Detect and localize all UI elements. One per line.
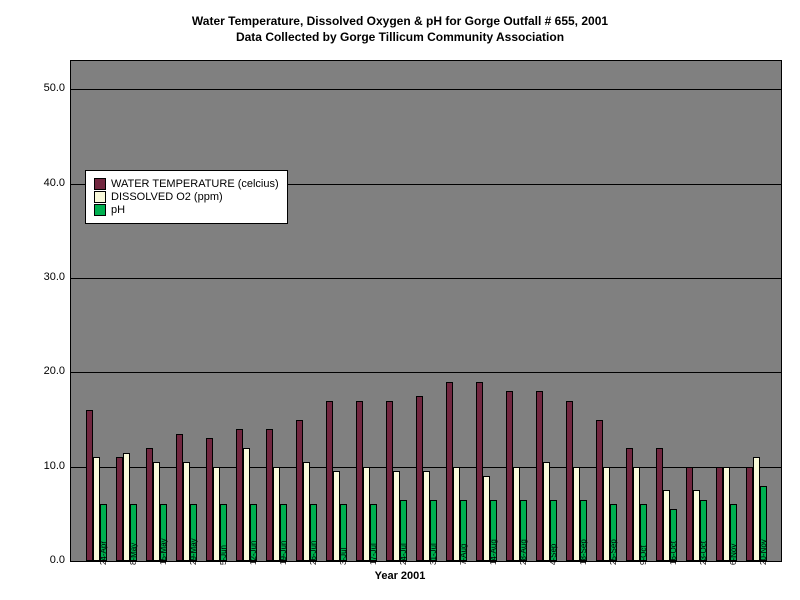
x-tick-label: 15-May — [159, 538, 168, 565]
bar — [536, 391, 543, 561]
bar — [86, 410, 93, 561]
legend-swatch — [94, 191, 106, 203]
bar — [506, 391, 513, 561]
y-tick-label: 20.0 — [44, 365, 65, 377]
bar — [416, 396, 423, 561]
legend-label: DISSOLVED O2 (ppm) — [111, 191, 223, 203]
x-tick-label: 28-Aug — [519, 539, 528, 565]
legend-item: WATER TEMPERATURE (celcius) — [94, 178, 279, 190]
x-tick-label: 25-Sep — [609, 539, 618, 565]
bar — [716, 467, 723, 561]
bar — [266, 429, 273, 561]
x-tick-label: 23-Oct — [699, 541, 708, 565]
legend: WATER TEMPERATURE (celcius)DISSOLVED O2 … — [85, 170, 288, 224]
bar — [476, 382, 483, 561]
x-tick-label: 20-Nov — [759, 539, 768, 565]
legend-swatch — [94, 178, 106, 190]
y-tick-label: 10.0 — [44, 460, 65, 472]
bar — [596, 420, 603, 562]
bar — [746, 467, 753, 561]
x-tick-label: 14-Aug — [489, 539, 498, 565]
x-tick-label: 6-Nov — [729, 544, 738, 565]
x-tick-label: 7-Aug — [459, 544, 468, 565]
bar — [236, 429, 243, 561]
y-tick-label: 40.0 — [44, 177, 65, 189]
x-tick-label: 24-Jul — [399, 543, 408, 565]
y-tick-label: 0.0 — [50, 554, 65, 566]
bar — [386, 401, 393, 561]
x-tick-label: 5-Jun — [219, 545, 228, 565]
x-tick-label: 29-May — [189, 538, 198, 565]
title-line2: Data Collected by Gorge Tillicum Communi… — [236, 30, 564, 44]
bar — [686, 467, 693, 561]
legend-label: WATER TEMPERATURE (celcius) — [111, 178, 279, 190]
legend-item: DISSOLVED O2 (ppm) — [94, 191, 279, 203]
gridline — [71, 278, 781, 279]
x-tick-label: 16-Oct — [669, 541, 678, 565]
bar — [326, 401, 333, 561]
gridline — [71, 89, 781, 90]
x-tick-label: 24-Apr — [99, 541, 108, 565]
x-tick-label: 8-May — [129, 543, 138, 565]
bar — [356, 401, 363, 561]
y-tick-label: 30.0 — [44, 271, 65, 283]
title-line1: Water Temperature, Dissolved Oxygen & pH… — [192, 14, 608, 28]
x-tick-label: 18-Sep — [579, 539, 588, 565]
x-tick-label: 26-Jun — [309, 541, 318, 565]
bar — [206, 438, 213, 561]
chart-title: Water Temperature, Dissolved Oxygen & pH… — [0, 0, 800, 45]
chart-container: Water Temperature, Dissolved Oxygen & pH… — [0, 0, 800, 600]
bar — [446, 382, 453, 561]
x-tick-label: 9-Oct — [639, 545, 648, 565]
gridline — [71, 372, 781, 373]
x-tick-label: 3-Jul — [339, 548, 348, 565]
legend-swatch — [94, 204, 106, 216]
bar — [566, 401, 573, 561]
bar — [656, 448, 663, 561]
x-tick-label: 17-Jul — [369, 543, 378, 565]
x-tick-label: 4-Sep — [549, 544, 558, 565]
bar — [296, 420, 303, 562]
x-axis-label: Year 2001 — [0, 570, 800, 582]
plot-area — [70, 60, 782, 562]
bar — [626, 448, 633, 561]
bar — [116, 457, 123, 561]
legend-item: pH — [94, 204, 279, 216]
x-tick-label: 19-Jun — [279, 541, 288, 565]
legend-label: pH — [111, 204, 125, 216]
y-tick-label: 50.0 — [44, 82, 65, 94]
x-tick-label: 12-Jun — [249, 541, 258, 565]
bar — [146, 448, 153, 561]
x-tick-label: 31-Jul — [429, 543, 438, 565]
bar — [176, 434, 183, 561]
